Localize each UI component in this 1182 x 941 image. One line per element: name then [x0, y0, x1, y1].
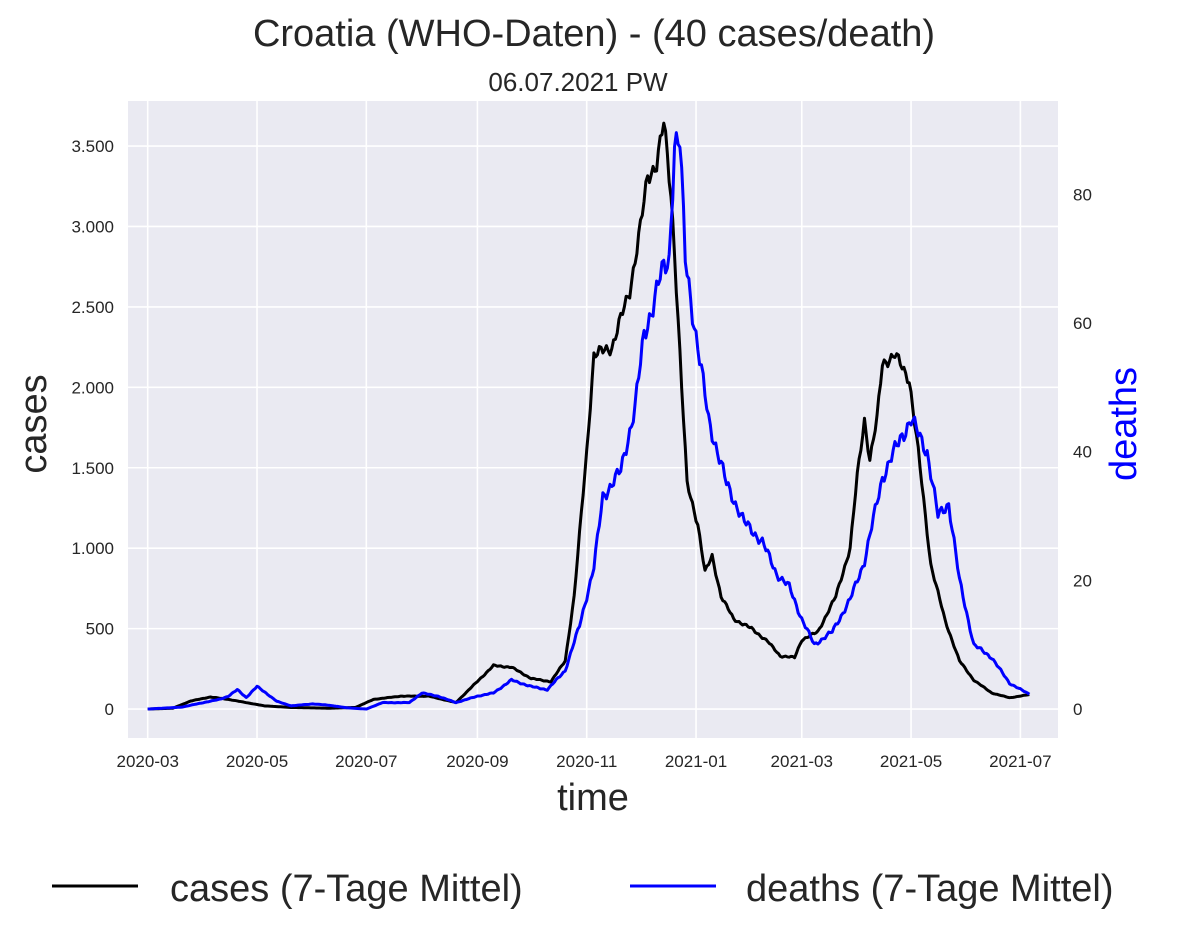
y-right-tick-label: 0 [1073, 700, 1082, 719]
legend-label-deaths: deaths (7-Tage Mittel) [746, 868, 1114, 910]
y-left-tick-label: 1.000 [71, 539, 114, 558]
x-tick-label: 2021-05 [880, 752, 942, 771]
x-tick-label: 2020-07 [335, 752, 397, 771]
y-left-tick-label: 2.500 [71, 298, 114, 317]
series-line-deaths [147, 131, 1031, 711]
y-right-tick-label: 60 [1073, 314, 1092, 333]
y-axis-label-left: cases [13, 374, 55, 473]
x-tick-label: 2021-07 [989, 752, 1051, 771]
y-axis-label-right: deaths [1103, 367, 1145, 481]
y-left-tick-label: 3.500 [71, 137, 114, 156]
x-tick-label: 2021-01 [665, 752, 727, 771]
x-tick-label: 2020-09 [446, 752, 508, 771]
series-group [147, 121, 1031, 711]
y-right-tick-label: 40 [1073, 443, 1092, 462]
chart-title: Croatia (WHO-Daten) - (40 cases/death) [253, 13, 935, 55]
plot-area [128, 101, 1058, 738]
legend: cases (7-Tage Mittel) deaths (7-Tage Mit… [52, 868, 1114, 910]
y-right-tick-label: 20 [1073, 571, 1092, 590]
y-left-tick-label: 1.500 [71, 459, 114, 478]
x-tick-label: 2020-03 [117, 752, 179, 771]
x-tick-label: 2020-11 [556, 752, 617, 771]
y-left-tick-label: 3.000 [71, 217, 114, 236]
chart-subtitle: 06.07.2021 PW [488, 67, 668, 97]
y-left-tick-label: 500 [86, 620, 114, 639]
legend-label-cases: cases (7-Tage Mittel) [170, 868, 523, 910]
series-line-cases [147, 121, 1030, 711]
x-tick-label: 2020-05 [226, 752, 288, 771]
y-left-tick-label: 0 [105, 700, 114, 719]
x-tick-label: 2021-03 [771, 752, 833, 771]
x-axis-label: time [557, 777, 629, 819]
y-right-tick-label: 80 [1073, 185, 1092, 204]
y-left-tick-label: 2.000 [71, 378, 114, 397]
tick-labels: 2020-03 2020-05 2020-07 2020-09 2020-11 2021-… [71, 137, 1091, 771]
